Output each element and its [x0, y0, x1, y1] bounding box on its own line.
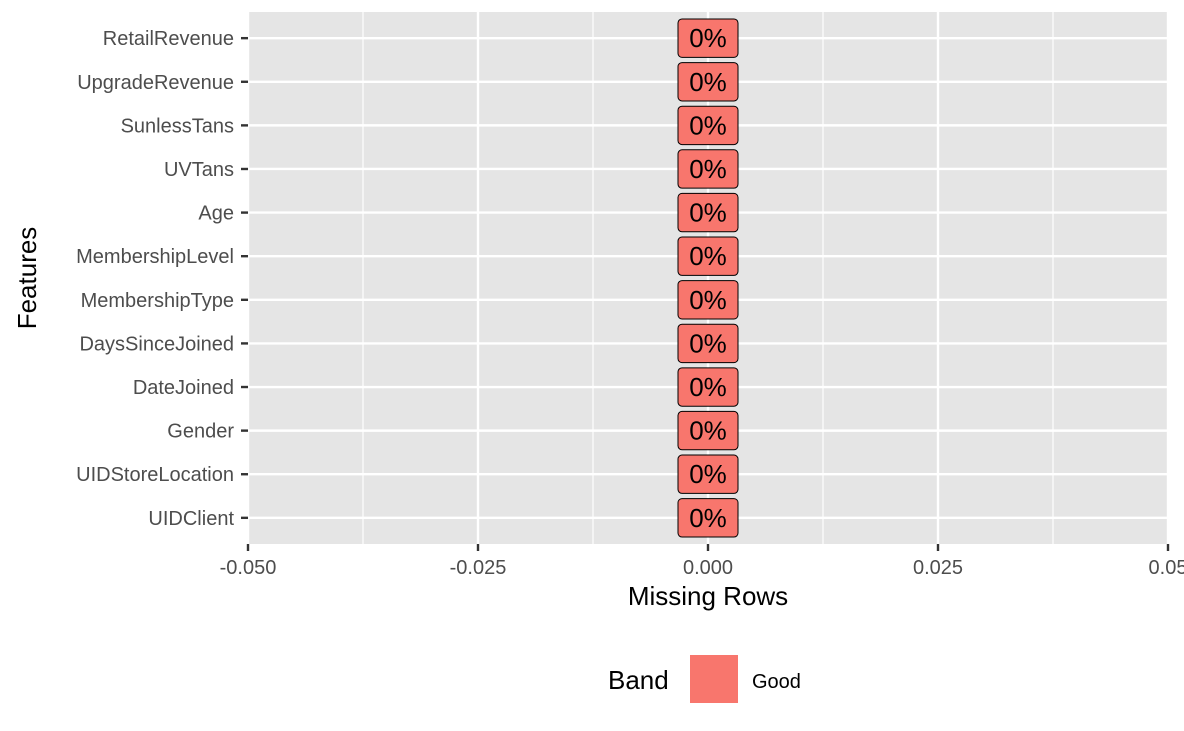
y-tick-label: Gender [167, 421, 234, 443]
chart-marks: 0% 0% 0% 0% 0% 0% 0% 0% 0% 0% 0% 0% [677, 18, 739, 538]
bar-data-label: 0% [689, 67, 727, 97]
bar-data-label: 0% [689, 154, 727, 184]
legend-key-good [690, 655, 738, 703]
bar-label-box [677, 105, 739, 146]
bar-label-box [677, 367, 739, 407]
y-tick-label: RetailRevenue [103, 28, 234, 50]
bar-label-box [677, 18, 739, 58]
x-tick-label: 0.025 [913, 557, 963, 579]
y-tick-label: UIDStoreLocation [76, 464, 234, 486]
y-axis-title: Features [12, 227, 42, 330]
x-tick-label: -0.050 [220, 557, 277, 579]
x-tick-label: 0.05 [1149, 557, 1184, 579]
bar-label-box [677, 149, 739, 189]
bar-data-label: 0% [689, 416, 727, 446]
x-axis-title: Missing Rows [628, 581, 788, 611]
bar-label-box [677, 323, 739, 364]
x-tick-label: 0.000 [683, 557, 733, 579]
grid-minor [362, 12, 1054, 544]
bar-data-label: 0% [689, 328, 727, 358]
bar-label-box [677, 192, 739, 233]
legend-label-good: Good [752, 671, 801, 693]
y-tick-label: DaysSinceJoined [79, 333, 234, 355]
x-axis: -0.050 -0.025 0.000 0.025 0.05 [220, 544, 1184, 579]
bar-label-box [677, 62, 739, 102]
y-tick-label: UVTans [164, 159, 234, 181]
y-tick-label: MembershipType [81, 290, 234, 312]
y-tick-label: SunlessTans [121, 115, 234, 137]
bar-label-box [677, 454, 739, 494]
x-tick-label: -0.025 [450, 557, 507, 579]
legend: Band Good [608, 655, 801, 703]
bar-data-label: 0% [689, 372, 727, 402]
y-tick-label: Age [198, 203, 234, 225]
bar-data-label: 0% [689, 459, 727, 489]
bar-label-box [677, 236, 739, 276]
y-tick-label: DateJoined [133, 377, 234, 399]
bar-data-label: 0% [689, 198, 727, 228]
y-tick-label: UIDClient [148, 508, 234, 530]
bar-data-label: 0% [689, 241, 727, 271]
legend-title: Band [608, 665, 669, 695]
bar-label-box [677, 280, 739, 320]
bar-data-label: 0% [689, 110, 727, 140]
bar-label-box [677, 498, 739, 538]
y-axis: RetailRevenue UpgradeRevenue SunlessTans UV… [76, 28, 248, 530]
y-tick-label: UpgradeRevenue [77, 72, 234, 94]
bar-data-label: 0% [689, 23, 727, 53]
bar-data-label: 0% [689, 503, 727, 533]
bar-label-box [677, 410, 739, 451]
y-tick-label: MembershipLevel [76, 246, 234, 268]
bar-data-label: 0% [689, 285, 727, 315]
